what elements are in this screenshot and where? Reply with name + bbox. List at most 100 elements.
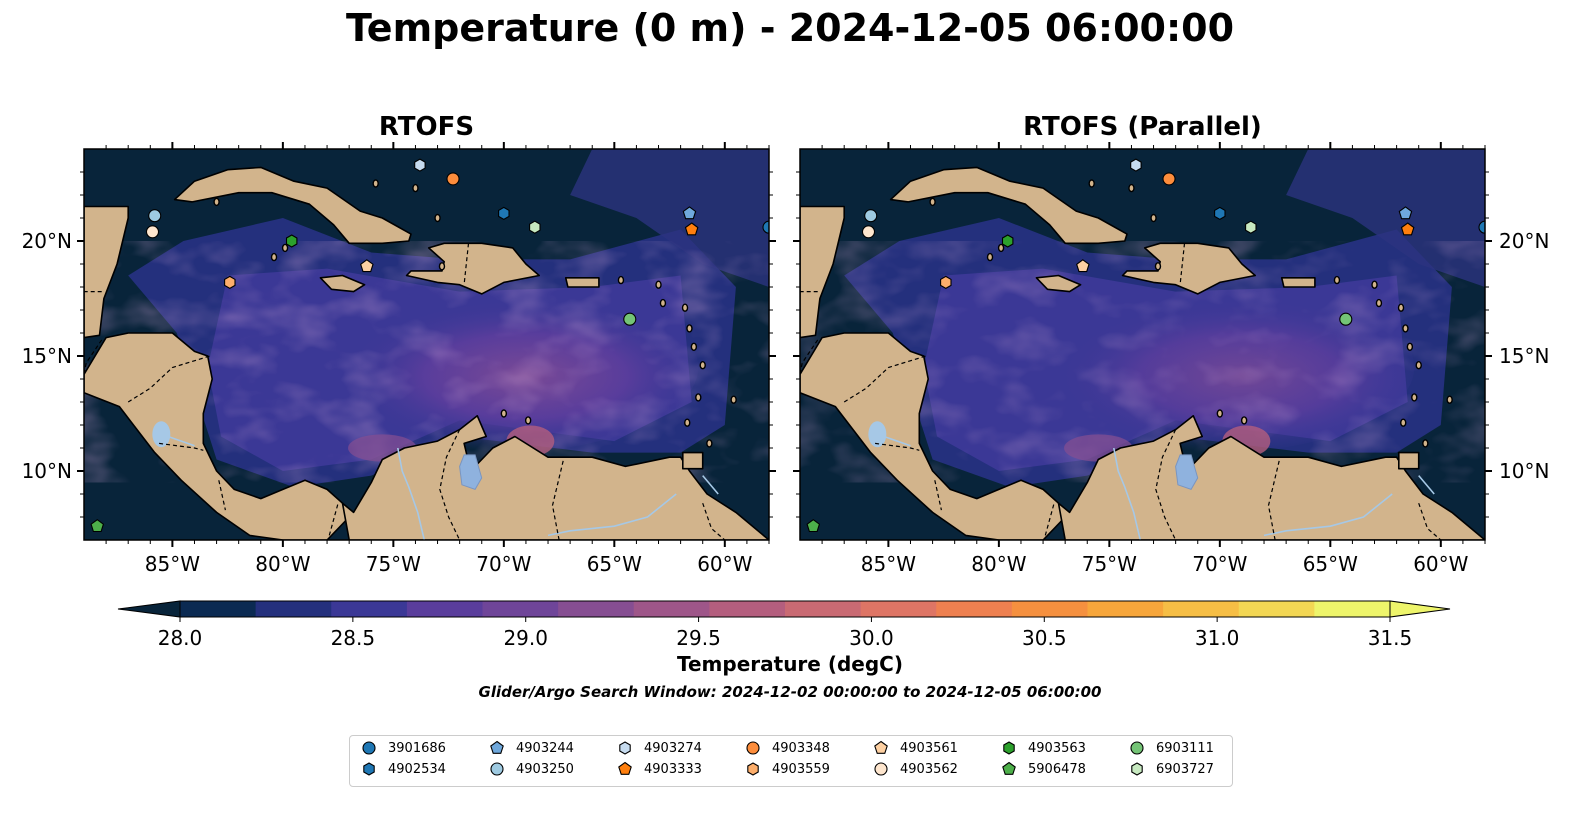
land-centralAmerica [800, 332, 1066, 540]
float-marker-4903562 [145, 225, 160, 239]
legend-marker-icon [1131, 762, 1143, 776]
small-island [1216, 409, 1224, 418]
land-cuba [173, 166, 412, 245]
float-marker-4903250 [148, 209, 162, 223]
river [1418, 475, 1435, 495]
lat-tick-label: 15°N [22, 344, 72, 368]
legend-marker-icon [363, 762, 375, 776]
legend-item-4903563: 4903563 [1000, 739, 1086, 757]
colorbar-swatch [180, 601, 257, 617]
colorbar-swatch [482, 601, 559, 617]
land-jamaica [319, 274, 366, 293]
colorbar-under-extend [117, 600, 181, 618]
small-island [1154, 262, 1162, 271]
float-marker-4903563 [1001, 234, 1014, 248]
small-island [1400, 418, 1407, 427]
legend-item-4902534: 4902534 [360, 760, 446, 778]
small-island [1371, 280, 1378, 289]
legend-label: 3901686 [388, 740, 446, 756]
small-island [281, 243, 289, 253]
colorbar-tick-label: 31.0 [1195, 626, 1240, 650]
legend-label: 4903562 [900, 761, 958, 777]
land-southAmerica [1057, 414, 1485, 540]
legend-item-4903250: 4903250 [488, 760, 574, 778]
colorbar-tick-label: 28.0 [158, 626, 203, 650]
colorbar-swatch [936, 601, 1013, 617]
colorbar-frame [179, 600, 1391, 618]
country-border [159, 442, 204, 451]
small-island [986, 252, 994, 262]
colorbar-tick-label: 29.0 [503, 626, 548, 650]
float-marker-4902534 [498, 206, 510, 221]
country-border [218, 480, 226, 511]
legend-item-4903333: 4903333 [616, 760, 702, 778]
map-frame [799, 148, 1486, 541]
colorbar-swatch [785, 601, 862, 617]
colorbar-tick-label: 30.5 [1022, 626, 1067, 650]
small-island [730, 395, 737, 404]
country-border [875, 442, 920, 451]
small-island [655, 280, 662, 289]
small-island [438, 262, 446, 271]
small-island [524, 416, 532, 425]
float-marker-5906478 [90, 519, 105, 533]
legend-label: 4903563 [1028, 740, 1086, 756]
land-trinidad [681, 451, 704, 470]
legend-item-4903244: 4903244 [488, 739, 574, 757]
small-island [695, 393, 702, 402]
colorbar-swatch [633, 601, 710, 617]
map-panel-rtofs: 85°W 80°W 75°W 70°W 65°W 60°W 10°N 15°N 20°N [22, 142, 776, 576]
small-island [1150, 213, 1157, 223]
small-island [434, 213, 441, 223]
float-legend: 3901686 4902534 4903244 4903250 4903274 49033… [349, 735, 1233, 787]
float-marker-4903250 [864, 209, 878, 223]
land-centralAmerica [84, 332, 351, 540]
float-marker-4902534 [1214, 206, 1226, 221]
float-marker-5906478 [806, 519, 821, 533]
legend-label: 6903727 [1156, 761, 1214, 777]
land-puertoRico [1280, 276, 1316, 288]
river [397, 447, 426, 540]
small-island [372, 179, 379, 188]
colorbar: 28.0 28.5 29.0 29.5 30.0 30.5 31.0 31.5 [117, 600, 1451, 650]
lon-tick-label: 70°W [1192, 552, 1247, 576]
legend-label: 5906478 [1028, 761, 1086, 777]
float-marker-4903348 [1162, 172, 1176, 186]
colorbar-tick-label: 30.0 [849, 626, 894, 650]
panel-title-rtofs-parallel: RTOFS (Parallel) [1023, 112, 1262, 142]
legend-label: 4902534 [388, 761, 446, 777]
small-island [1402, 324, 1409, 333]
small-island [1375, 298, 1383, 308]
float-marker-4903333 [1400, 222, 1415, 236]
country-border [1155, 429, 1177, 540]
legend-item-4903348: 4903348 [744, 739, 830, 757]
small-island [213, 197, 220, 207]
legend-marker-icon [1130, 741, 1144, 755]
land-trinidad [1398, 451, 1420, 470]
float-marker-4903348 [446, 172, 460, 186]
small-island [1397, 303, 1405, 312]
lat-tick-label: 10°N [22, 459, 72, 483]
colorbar-swatch [709, 601, 786, 617]
lon-tick-label: 60°W [1413, 552, 1468, 576]
land-yucatan [800, 205, 846, 339]
float-marker-4903559 [224, 275, 236, 290]
legend-label: 4903274 [644, 740, 702, 756]
float-marker-4903562 [861, 225, 876, 239]
float-marker-3901686 [1478, 220, 1485, 234]
legend-marker-icon [746, 741, 760, 755]
legend-label: 4903333 [644, 761, 702, 777]
lon-tick-label: 65°W [587, 552, 642, 576]
legend-marker-icon [490, 762, 504, 776]
small-island [1411, 393, 1418, 402]
float-marker-4903333 [684, 222, 699, 236]
float-marker-4903274 [414, 158, 426, 172]
float-marker-4903274 [1130, 158, 1142, 172]
small-island [1446, 395, 1453, 404]
small-island [699, 361, 706, 370]
figure-title: Temperature (0 m) - 2024-12-05 06:00:00 [345, 6, 1235, 50]
colorbar-swatch [1011, 601, 1088, 617]
small-island [617, 275, 625, 285]
small-island [684, 418, 691, 427]
